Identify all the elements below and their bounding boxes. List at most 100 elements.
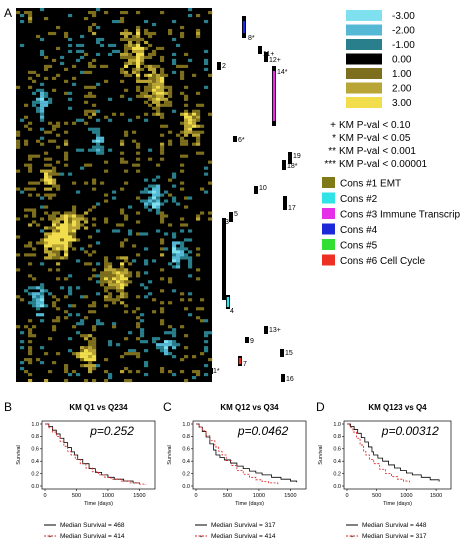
heatmap-cell xyxy=(80,364,85,368)
heatmap-cell xyxy=(180,223,185,227)
heatmap-cell xyxy=(60,223,65,227)
cluster-bar-color xyxy=(242,21,246,33)
heatmap-cell xyxy=(144,88,149,92)
heatmap-cell xyxy=(128,379,133,383)
cluster-label: 14* xyxy=(277,69,288,76)
heatmap-cell xyxy=(40,262,45,266)
heatmap-cell xyxy=(28,169,33,173)
heatmap-cell xyxy=(64,256,69,260)
heatmap-cell xyxy=(24,163,29,167)
heatmap-cell xyxy=(60,235,65,239)
heatmap-cell xyxy=(148,190,153,194)
heatmap-cell xyxy=(136,88,141,92)
heatmap-cell xyxy=(152,31,157,36)
heatmap-cell xyxy=(80,34,85,39)
heatmap-cell xyxy=(44,247,49,251)
heatmap-cell xyxy=(28,76,33,80)
heatmap-cell xyxy=(124,88,129,92)
y-tick-label: 0.8 xyxy=(333,434,341,440)
heatmap-cell xyxy=(108,280,113,284)
heatmap-cell xyxy=(156,109,161,113)
heatmap-cell xyxy=(184,94,189,98)
heatmap-cell xyxy=(92,217,97,221)
heatmap-cell xyxy=(92,343,97,347)
heatmap-cell xyxy=(100,64,105,68)
heatmap-cell xyxy=(60,244,65,248)
heatmap-cell xyxy=(128,73,133,77)
heatmap-cell xyxy=(148,85,153,89)
heatmap-cell xyxy=(80,346,85,350)
heatmap-cell xyxy=(108,292,113,296)
heatmap-cell xyxy=(204,340,209,344)
heatmap-cell xyxy=(24,208,29,212)
heatmap-cell xyxy=(176,133,181,137)
heatmap-cell xyxy=(56,238,61,242)
heatmap-cell xyxy=(96,118,101,122)
heatmap-cell xyxy=(36,304,41,308)
heatmap-cell xyxy=(64,67,69,71)
heatmap-cell xyxy=(40,37,45,42)
heatmap-cell xyxy=(76,355,81,359)
heatmap-cell xyxy=(124,295,129,299)
heatmap-cell xyxy=(32,301,37,305)
heatmap-cell xyxy=(184,121,189,125)
p-value-annotation: p=0.0462 xyxy=(237,424,289,438)
heatmap-cell xyxy=(60,256,65,260)
y-tick-label: 0.4 xyxy=(182,459,190,465)
heatmap-cell xyxy=(48,157,53,161)
heatmap-cell xyxy=(200,319,205,323)
heatmap-cell xyxy=(72,181,77,185)
heatmap-cell xyxy=(160,88,165,92)
heatmap-cell xyxy=(144,205,149,209)
heatmap-cell xyxy=(88,349,93,353)
heatmap-cell xyxy=(144,361,149,365)
heatmap-cell xyxy=(16,187,21,191)
heatmap-cell xyxy=(76,43,81,48)
heatmap-cell xyxy=(52,328,57,332)
heatmap-cell xyxy=(44,226,49,230)
heatmap-cell xyxy=(92,13,97,18)
heatmap-cell xyxy=(160,253,165,257)
heatmap-cell xyxy=(196,136,201,140)
heatmap-cell xyxy=(180,25,185,30)
cluster-legend: Cons #1 EMT Cons #2 Cons #3 Immune Transcr… xyxy=(322,177,460,267)
heatmap-cell xyxy=(28,301,33,305)
heatmap-cell xyxy=(100,181,105,185)
heatmap-cell xyxy=(100,283,105,287)
heatmap-cell xyxy=(172,61,177,65)
heatmap-cell xyxy=(28,241,33,245)
heatmap-cell xyxy=(28,379,33,383)
y-tick-label: 0.0 xyxy=(182,484,190,490)
heatmap-cell xyxy=(128,55,133,60)
heatmap-cell xyxy=(172,172,177,176)
heatmap-cell xyxy=(56,160,61,164)
heatmap-cell xyxy=(180,298,185,302)
heatmap-cell xyxy=(48,214,53,218)
heatmap-cell xyxy=(124,337,129,341)
cluster-bar xyxy=(222,218,226,300)
heatmap-cell xyxy=(20,13,25,18)
heatmap-cell xyxy=(28,16,33,21)
heatmap-cell xyxy=(104,259,109,263)
heatmap-cell xyxy=(120,94,125,98)
heatmap-cell xyxy=(128,232,133,236)
heatmap-cell xyxy=(32,91,37,95)
heatmap-cell xyxy=(144,73,149,77)
heatmap-cell xyxy=(144,262,149,266)
heatmap-cell xyxy=(116,283,121,287)
heatmap-cell xyxy=(92,31,97,36)
heatmap-cell xyxy=(88,370,93,374)
heatmap-cell xyxy=(188,8,193,12)
heatmap-cell xyxy=(168,223,173,227)
heatmap-cell xyxy=(84,85,89,89)
heatmap-cell xyxy=(108,376,113,380)
heatmap-cell xyxy=(40,205,45,209)
cluster-label: 18* xyxy=(287,163,298,170)
heatmap-cell xyxy=(76,286,81,290)
panel-c-label: C xyxy=(163,400,172,414)
heatmap-cell xyxy=(100,151,105,155)
heatmap-cell xyxy=(204,331,209,335)
heatmap-cell xyxy=(196,151,201,155)
heatmap-cell xyxy=(120,256,125,260)
heatmap-cell xyxy=(88,361,93,365)
